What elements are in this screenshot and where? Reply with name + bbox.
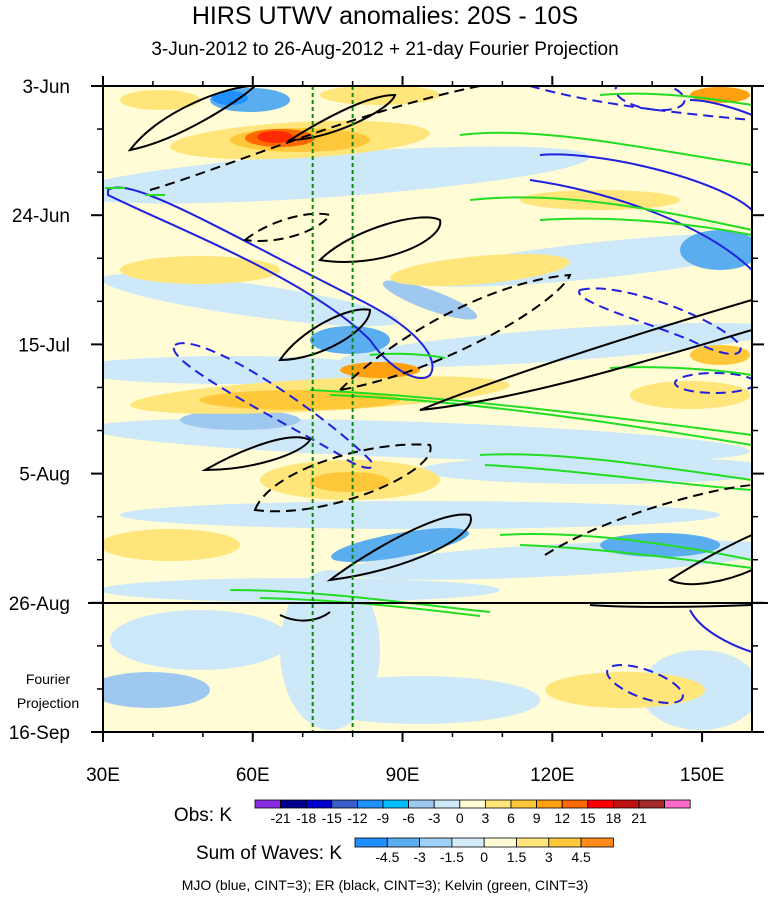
plot-frame [102, 85, 753, 733]
x-tick-label: 30E [86, 765, 120, 786]
x-tick-label: 60E [236, 765, 270, 786]
colorbar-swatch [354, 837, 388, 848]
colorbar-swatch [548, 837, 582, 848]
colorbar-level: 15 [580, 810, 596, 826]
colorbar-swatch [419, 837, 453, 848]
chart-subtitle: 3-Jun-2012 to 26-Aug-2012 + 21-day Fouri… [151, 39, 619, 60]
y-tick-label: 5-Aug [19, 465, 70, 486]
colorbar-level: -3 [428, 810, 441, 826]
colorbar-swatch [433, 799, 461, 809]
y-tick-label: 3-Jun [22, 77, 70, 98]
colorbar-swatch [305, 799, 333, 809]
colorbar-swatch [254, 799, 282, 809]
y-tick-label: 26-Aug [9, 594, 70, 615]
colorbar-level: 0 [480, 849, 488, 865]
colorbar-swatch [356, 799, 384, 809]
contour-footnote: MJO (blue, CINT=3); ER (black, CINT=3); … [181, 877, 589, 893]
colorbar-level: -1.5 [440, 849, 464, 865]
colorbar-level: 6 [507, 810, 515, 826]
colorbar-level: 9 [533, 810, 541, 826]
chart-title: HIRS UTWV anomalies: 20S - 10S [191, 2, 579, 30]
colorbar-level: -12 [347, 810, 367, 826]
y-tick-label: 16-Sep [9, 723, 70, 744]
obs-colorbar-label: Obs: K [174, 805, 232, 826]
colorbar-swatch [484, 799, 512, 809]
colorbar-swatch [587, 799, 614, 809]
colorbar-level: -9 [377, 810, 390, 826]
colorbar-level: 1.5 [507, 849, 527, 865]
colorbar-swatch [613, 799, 640, 809]
waves-colorbar: -4.5 -3 -1.5 0 1.5 3 4.5 [354, 837, 614, 865]
colorbar-swatch [451, 837, 485, 848]
axes: 30E 60E 90E 120E 150E 3-Jun 24-Jun 15-Jul 5-Aug 2… [9, 76, 764, 786]
colorbar-level: 12 [554, 810, 570, 826]
reference-lines [311, 86, 354, 732]
wave-contours [105, 86, 752, 704]
x-tick-label: 120E [530, 765, 574, 786]
colorbar-swatch [580, 837, 614, 848]
colorbar-swatch [664, 799, 691, 809]
colorbar-level: 4.5 [571, 849, 591, 865]
colorbar-level: 3 [482, 810, 490, 826]
colorbar-swatch [386, 837, 420, 848]
colorbar-swatch [638, 799, 666, 809]
colorbar-swatch [483, 837, 517, 848]
colorbar-swatch [561, 799, 589, 809]
colorbar-level: -3 [413, 849, 426, 865]
y-tick-label: 15-Jul [18, 335, 70, 356]
colorbar-level: 3 [545, 849, 553, 865]
x-tick-label: 90E [386, 765, 420, 786]
colorbar-level: 18 [606, 810, 622, 826]
colorbar-swatch [536, 799, 563, 809]
obs-colorbar: -21 -18 -15 -12 -9 -6 -3 0 3 6 9 12 15 18 21 [254, 799, 691, 826]
colorbar-level: 21 [631, 810, 647, 826]
projection-label-2: Projection [17, 695, 79, 711]
colorbar-swatch [382, 799, 410, 809]
waves-colorbar-label: Sum of Waves: K [196, 843, 342, 864]
projection-label-1: Fourier [26, 671, 71, 687]
colorbar-level: -15 [322, 810, 342, 826]
colorbar-level: -4.5 [375, 849, 399, 865]
colorbar-swatch [331, 799, 358, 809]
colorbar-swatch [510, 799, 538, 809]
colorbar-level: -6 [402, 810, 415, 826]
colorbar-level: -18 [296, 810, 316, 826]
colorbar-swatch [459, 799, 486, 809]
colorbar-swatch [516, 837, 550, 848]
colorbar-level: 0 [456, 810, 464, 826]
colorbar-level: -21 [270, 810, 290, 826]
y-tick-label: 24-Jun [12, 206, 70, 227]
x-tick-label: 150E [680, 765, 724, 786]
colorbar-swatch [280, 799, 307, 809]
colorbar-swatch [408, 799, 435, 809]
